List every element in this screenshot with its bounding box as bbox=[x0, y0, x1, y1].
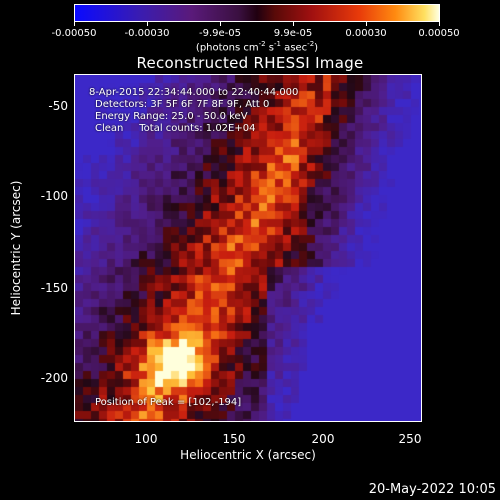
colorbar-tick-label: 9.9e-05 bbox=[273, 28, 313, 39]
colorbar-tick bbox=[74, 22, 75, 26]
colorbar-tick-label: 0.00030 bbox=[345, 28, 387, 39]
x-tick-label: 250 bbox=[398, 432, 422, 446]
y-axis-label: Heliocentric Y (arcsec) bbox=[9, 180, 23, 316]
plot-area: 8-Apr-2015 22:34:44.000 to 22:40:44.000 … bbox=[74, 74, 422, 422]
colorbar bbox=[74, 4, 440, 22]
y-tick-label: -100 bbox=[40, 189, 68, 203]
y-tick-label: -200 bbox=[40, 371, 68, 385]
x-tick-label: 200 bbox=[311, 432, 335, 446]
annotation-peak: Position of Peak = [102,-194] bbox=[95, 397, 242, 408]
x-tick-label: 100 bbox=[134, 432, 158, 446]
colorbar-tick-label: -0.00050 bbox=[51, 28, 97, 39]
colorbar-tick-label: -9.9e-05 bbox=[199, 28, 241, 39]
heatmap-image bbox=[75, 75, 421, 421]
colorbar-tick bbox=[147, 22, 148, 26]
x-axis-label: Heliocentric X (arcsec) bbox=[180, 448, 316, 462]
colorbar-tick bbox=[220, 22, 221, 26]
colorbar-tick-label: 0.00050 bbox=[418, 28, 460, 39]
x-tick-label: 150 bbox=[222, 432, 246, 446]
image-title: Reconstructed RHESSI Image bbox=[136, 54, 364, 72]
y-tick-label: -50 bbox=[48, 99, 68, 113]
colorbar-tick bbox=[439, 22, 440, 26]
annotation-time-range: 8-Apr-2015 22:34:44.000 to 22:40:44.000 bbox=[89, 87, 299, 98]
timestamp: 20-May-2022 10:05 bbox=[368, 482, 496, 497]
annotation-detectors: Detectors: 3F 5F 6F 7F 8F 9F, Att 0 bbox=[95, 99, 270, 110]
annotation-energy: Energy Range: 25.0 - 50.0 keV bbox=[95, 111, 248, 122]
colorbar-tick bbox=[293, 22, 294, 26]
colorbar-tick bbox=[366, 22, 367, 26]
colorbar-tick-label: -0.00030 bbox=[124, 28, 170, 39]
colorbar-units: (photons cm-2 s-1 asec-2) bbox=[195, 40, 319, 54]
y-tick-label: -150 bbox=[40, 281, 68, 295]
annotation-clean: Clean Total counts: 1.02E+04 bbox=[95, 123, 256, 134]
